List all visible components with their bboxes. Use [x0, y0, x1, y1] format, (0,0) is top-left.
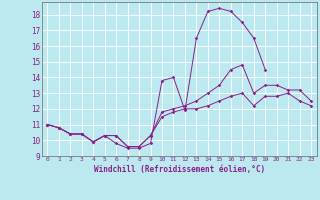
X-axis label: Windchill (Refroidissement éolien,°C): Windchill (Refroidissement éolien,°C) — [94, 165, 265, 174]
